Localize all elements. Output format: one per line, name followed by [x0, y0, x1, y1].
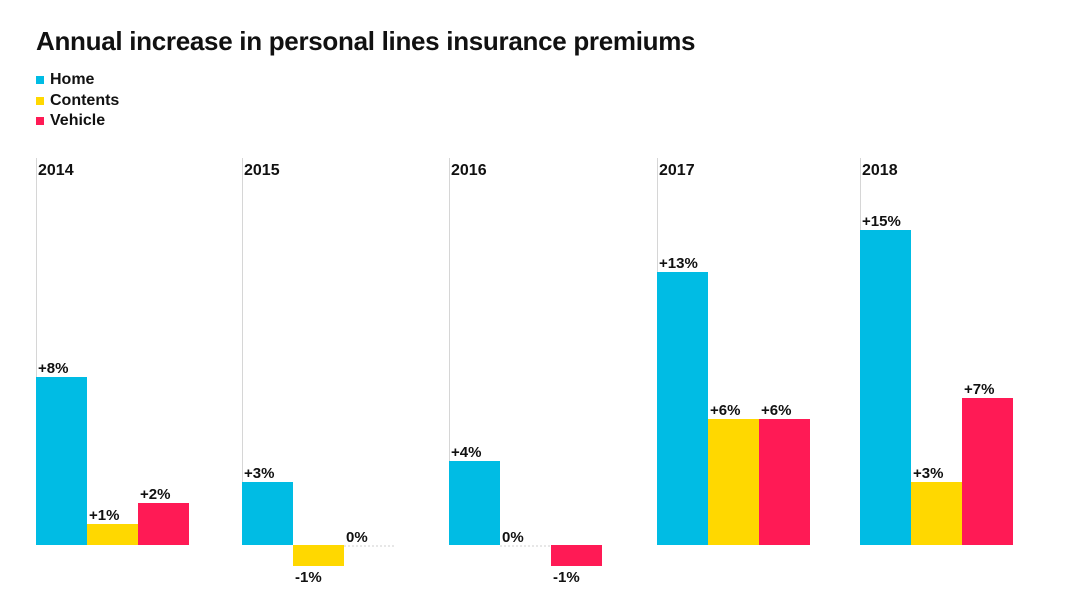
data-label-contents-2017: +6%: [710, 402, 740, 419]
category-label-2017: 2017: [659, 162, 695, 179]
chart-title: Annual increase in personal lines insura…: [36, 26, 696, 56]
data-label-home-2016: +4%: [451, 444, 481, 461]
data-label-home-2017: +13%: [659, 255, 698, 272]
data-label-home-2018: +15%: [862, 213, 901, 230]
data-label-vehicle-2014: +2%: [140, 486, 170, 503]
bar-home-2016: [449, 461, 500, 545]
data-label-vehicle-2018: +7%: [964, 381, 994, 398]
data-label-contents-2014: +1%: [89, 507, 119, 524]
data-label-home-2014: +8%: [38, 360, 68, 377]
legend-label-home: Home: [50, 71, 95, 89]
bar-contents-2015: [293, 545, 344, 566]
category-label-2015: 2015: [244, 162, 280, 179]
category-label-2016: 2016: [451, 162, 487, 179]
category-label-2014: 2014: [38, 162, 74, 179]
data-label-vehicle-2017: +6%: [761, 402, 791, 419]
bar-home-2014: [36, 377, 87, 545]
legend-swatch-home: [36, 76, 44, 85]
legend-swatch-contents: [36, 96, 44, 105]
bar-home-2017: [657, 272, 708, 545]
legend-item-contents: Contents: [36, 91, 119, 112]
legend-label-vehicle: Vehicle: [50, 112, 106, 130]
data-label-vehicle-2015: 0%: [346, 529, 368, 546]
bar-vehicle-2018: [962, 398, 1013, 545]
data-label-contents-2016: 0%: [502, 529, 524, 546]
legend-swatch-vehicle: [36, 117, 44, 126]
legend-label-contents: Contents: [50, 91, 120, 109]
bar-home-2018: [860, 230, 911, 545]
bar-contents-2017: [708, 419, 759, 545]
data-label-contents-2018: +3%: [913, 465, 943, 482]
bar-home-2015: [242, 482, 293, 545]
bar-vehicle-2016: [551, 545, 602, 566]
bar-vehicle-2017: [759, 419, 810, 545]
category-label-2018: 2018: [862, 162, 898, 179]
bar-contents-2018: [911, 482, 962, 545]
data-label-vehicle-2016: -1%: [553, 569, 580, 586]
data-label-contents-2015: -1%: [295, 569, 322, 586]
legend-item-vehicle: Vehicle: [36, 111, 119, 132]
bar-vehicle-2014: [138, 503, 189, 545]
bar-contents-2014: [87, 524, 138, 545]
legend-item-home: Home: [36, 70, 119, 91]
data-label-home-2015: +3%: [244, 465, 274, 482]
legend: Home Contents Vehicle: [36, 70, 119, 132]
